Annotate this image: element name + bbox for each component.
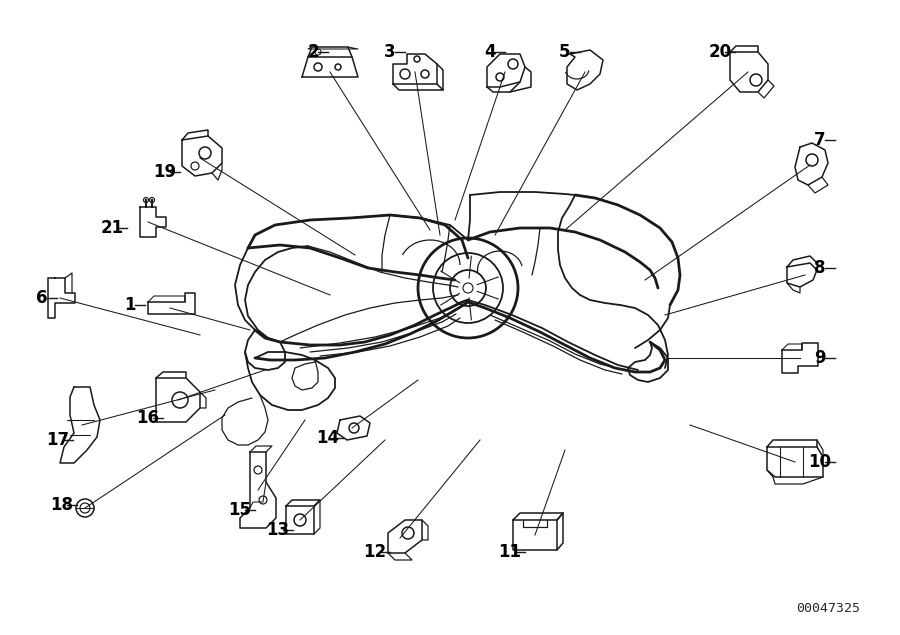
Text: 10: 10: [808, 453, 832, 471]
Text: 19: 19: [153, 163, 176, 181]
Text: 17: 17: [47, 431, 69, 449]
Text: 9: 9: [814, 349, 826, 367]
Text: 00047325: 00047325: [796, 602, 860, 615]
Text: 4: 4: [484, 43, 496, 61]
Text: 14: 14: [317, 429, 339, 447]
Text: 13: 13: [266, 521, 290, 539]
Text: 6: 6: [36, 289, 48, 307]
Text: 21: 21: [101, 219, 123, 237]
Text: 1: 1: [124, 296, 136, 314]
Text: 11: 11: [499, 543, 521, 561]
Text: 3: 3: [384, 43, 396, 61]
Text: 12: 12: [364, 543, 387, 561]
Text: 18: 18: [50, 496, 74, 514]
Text: 7: 7: [814, 131, 826, 149]
Text: 8: 8: [814, 259, 826, 277]
Text: 15: 15: [229, 501, 251, 519]
Text: 16: 16: [137, 409, 159, 427]
Text: 20: 20: [708, 43, 732, 61]
Text: 2: 2: [307, 43, 319, 61]
Text: 5: 5: [559, 43, 571, 61]
